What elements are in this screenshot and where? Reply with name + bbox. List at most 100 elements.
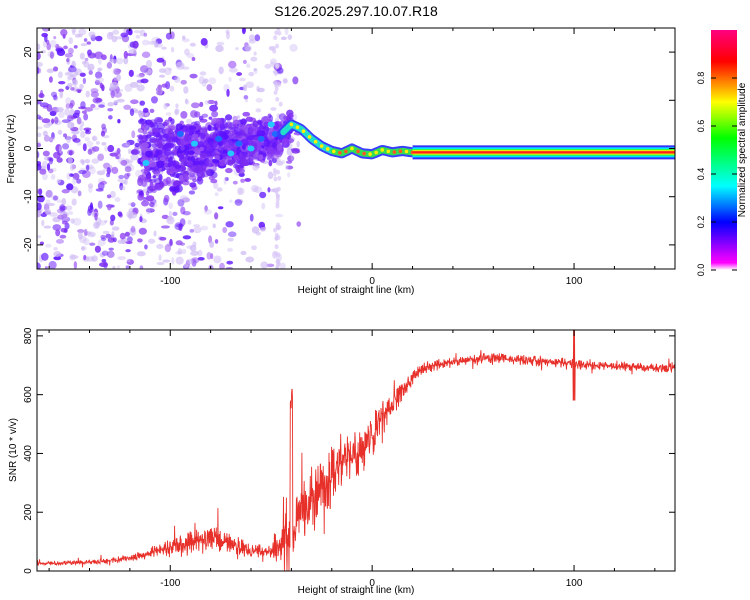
spectrogram-blob xyxy=(68,47,74,55)
spectrogram-band xyxy=(181,166,187,171)
spectrogram-blob xyxy=(214,192,219,197)
spectrogram-blob xyxy=(158,68,166,73)
spectrogram-band xyxy=(221,117,227,124)
spectrogram-blob xyxy=(106,194,112,199)
spectrogram-blob xyxy=(56,157,63,163)
spectrogram-blob xyxy=(210,253,214,260)
spectrogram-blob xyxy=(130,99,139,105)
spectrogram-blob xyxy=(120,159,128,166)
spectrogram-blob xyxy=(243,95,249,100)
spectrogram-band xyxy=(193,166,202,174)
spectrogram-blob xyxy=(87,63,95,72)
spectrogram-streak xyxy=(273,176,278,182)
spectrogram-blob xyxy=(130,202,136,207)
spectrogram-band xyxy=(142,107,149,113)
spectrogram-band xyxy=(219,123,226,130)
spectrogram-blob xyxy=(56,179,61,184)
spectrogram-blob xyxy=(37,195,45,203)
spectrogram-band xyxy=(156,141,163,149)
spectrogram-ylabel: Frequency (Hz) xyxy=(6,115,17,184)
spectrogram-blob xyxy=(95,141,100,145)
spectrogram-ytick-label: -20 xyxy=(23,237,34,252)
spectrogram-band xyxy=(187,150,195,155)
spectrogram-blob xyxy=(79,72,86,77)
spectrogram-blob xyxy=(253,51,257,56)
spectrogram-blob xyxy=(244,44,252,52)
spectrogram-band xyxy=(199,152,208,159)
spectrogram-blob xyxy=(235,47,239,51)
spectrogram-blob xyxy=(171,75,178,81)
spectrogram-blob xyxy=(102,230,110,235)
spectrogram-band xyxy=(145,195,155,202)
spectrogram-blob xyxy=(69,164,75,171)
spectrogram-blob xyxy=(100,180,108,185)
spectrogram-blob xyxy=(37,66,40,75)
spectrogram-band xyxy=(167,137,172,145)
spectrogram-blob xyxy=(128,212,138,219)
spectrogram-blob xyxy=(228,76,232,82)
spectrogram-blob xyxy=(129,81,139,88)
spectrogram-blob xyxy=(38,188,43,196)
spectrogram-blob xyxy=(175,61,185,70)
spectrogram-ytick-label: 20 xyxy=(23,46,34,58)
spectrogram-blob xyxy=(216,187,223,192)
spectrogram-blob xyxy=(175,240,183,246)
spectrogram-blob xyxy=(253,68,257,72)
spectrogram-blob xyxy=(37,262,41,269)
spectrogram-band xyxy=(198,160,204,166)
spectrogram-blob xyxy=(250,56,258,62)
spectrogram-blob xyxy=(106,250,115,258)
spectrogram-blob xyxy=(66,172,71,180)
spectrogram-blob xyxy=(101,250,109,256)
spectrogram-blob xyxy=(162,259,171,263)
spectrogram-blob xyxy=(85,90,90,98)
spectrogram-blob xyxy=(48,260,57,269)
spectrogram-blob xyxy=(106,166,111,175)
spectrogram-blob xyxy=(58,145,63,154)
spectrogram-blob xyxy=(136,74,145,78)
spectrogram-blob xyxy=(43,135,50,142)
spectrogram-blob xyxy=(239,77,246,82)
spectrogram-blob xyxy=(249,213,254,222)
spectrogram-blob xyxy=(116,98,125,103)
spectrogram-blob xyxy=(161,83,168,88)
spectrogram-blob xyxy=(216,41,225,46)
spectrogram-blob xyxy=(226,88,230,97)
spectrogram-highlight xyxy=(215,135,223,142)
spectrogram-highlight xyxy=(142,159,150,166)
spectrogram-streak xyxy=(272,168,277,173)
spectrogram-band xyxy=(263,116,270,122)
spectrogram-blob xyxy=(95,77,105,83)
spectrogram-blob xyxy=(208,77,217,85)
spectrogram-blob xyxy=(37,142,42,148)
spectrogram-blob xyxy=(80,130,86,138)
spectrogram-blob xyxy=(77,231,83,240)
spectrogram-blob xyxy=(259,191,267,199)
spectrogram-band xyxy=(138,190,144,196)
spectrogram-blob xyxy=(99,252,106,258)
spectrogram-blob xyxy=(57,129,63,135)
spectrogram-blob xyxy=(83,38,88,42)
spectrogram-blob xyxy=(191,102,200,109)
spectrogram-blob xyxy=(37,43,41,51)
spectrogram-band xyxy=(219,147,225,155)
spectrogram-blob xyxy=(156,261,165,266)
spectrogram-blob xyxy=(166,216,175,225)
spectrogram-blob xyxy=(232,180,238,185)
spectrogram-band xyxy=(236,166,241,174)
spectrogram-blob xyxy=(69,255,79,260)
spectrogram-blob xyxy=(52,195,58,201)
spectrogram-blob xyxy=(128,202,137,206)
tone-peak xyxy=(392,150,397,154)
spectrogram-blob xyxy=(296,221,302,227)
tone-peak xyxy=(374,150,378,155)
spectrogram-blob xyxy=(200,225,209,231)
spectrogram-blob xyxy=(253,67,258,75)
spectrogram-blob xyxy=(163,67,172,76)
spectrogram-blob xyxy=(114,151,121,160)
spectrogram-streak xyxy=(275,203,280,209)
spectrogram-blob xyxy=(66,75,71,82)
spectrogram-blob xyxy=(65,103,71,109)
spectrogram-band xyxy=(224,114,233,121)
spectrogram-blob xyxy=(37,61,43,68)
